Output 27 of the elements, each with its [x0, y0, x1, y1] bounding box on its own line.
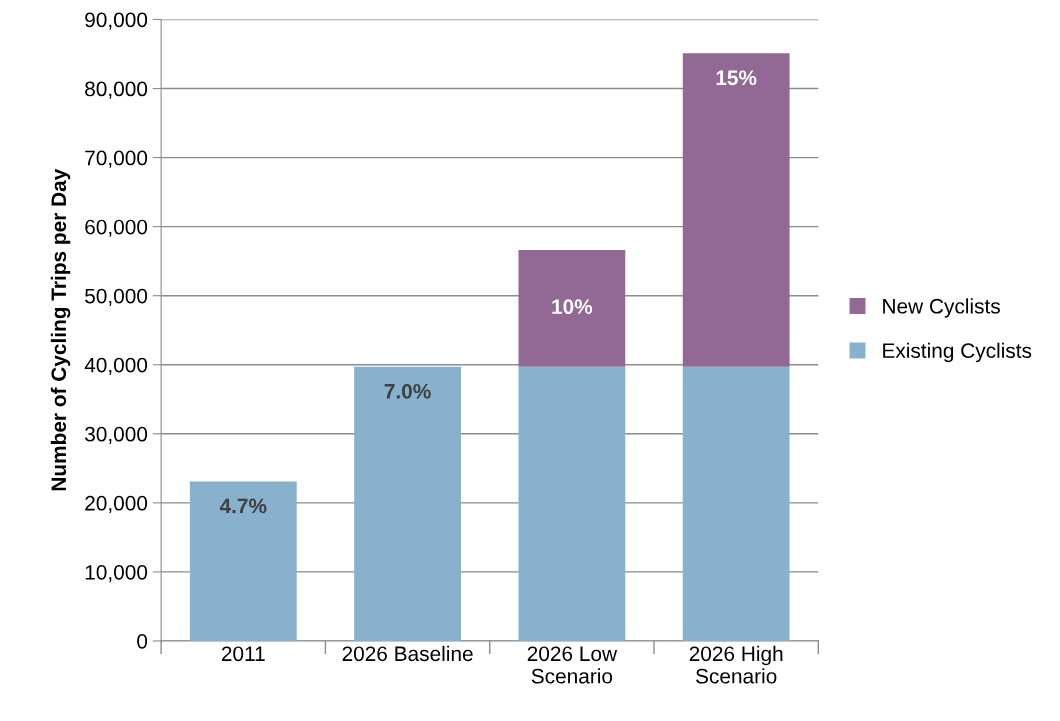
y-tick-label: 30,000 — [85, 426, 148, 445]
bar — [682, 53, 790, 367]
bar — [354, 366, 461, 641]
x-tick-label: 2026 Low Scenario — [527, 646, 618, 684]
y-tick-label: 40,000 — [84, 357, 148, 375]
y-tick-label: 60,000 — [85, 219, 148, 237]
y-tick-label: 90,000 — [85, 12, 148, 30]
annotation: 4.7% — [219, 498, 267, 514]
bar — [518, 366, 626, 641]
x-tick-label: 2026 High Scenario — [689, 645, 783, 684]
annotation: 10% — [552, 299, 593, 315]
x-tick-label: 2026 Baseline — [342, 645, 473, 662]
bar — [518, 250, 626, 367]
bar — [189, 481, 297, 641]
x-tick-label: 2011 — [221, 646, 265, 662]
y-tick-label: 80,000 — [85, 81, 148, 99]
y-tick-label: 20,000 — [85, 495, 148, 514]
legend-label: New Cyclists — [883, 298, 1000, 318]
y-tick-label: 50,000 — [85, 288, 148, 306]
annotation: 7.0% — [384, 383, 431, 399]
legend-label: Existing Cyclists — [883, 342, 1032, 363]
y-axis-title: Number of Cycling Trips per Day — [50, 168, 71, 491]
y-tick-label: 70,000 — [85, 150, 148, 168]
y-tick-label: 10,000 — [85, 564, 148, 583]
bar — [682, 366, 790, 641]
annotation: 15% — [716, 70, 757, 86]
y-tick-label: 0 — [137, 633, 148, 649]
